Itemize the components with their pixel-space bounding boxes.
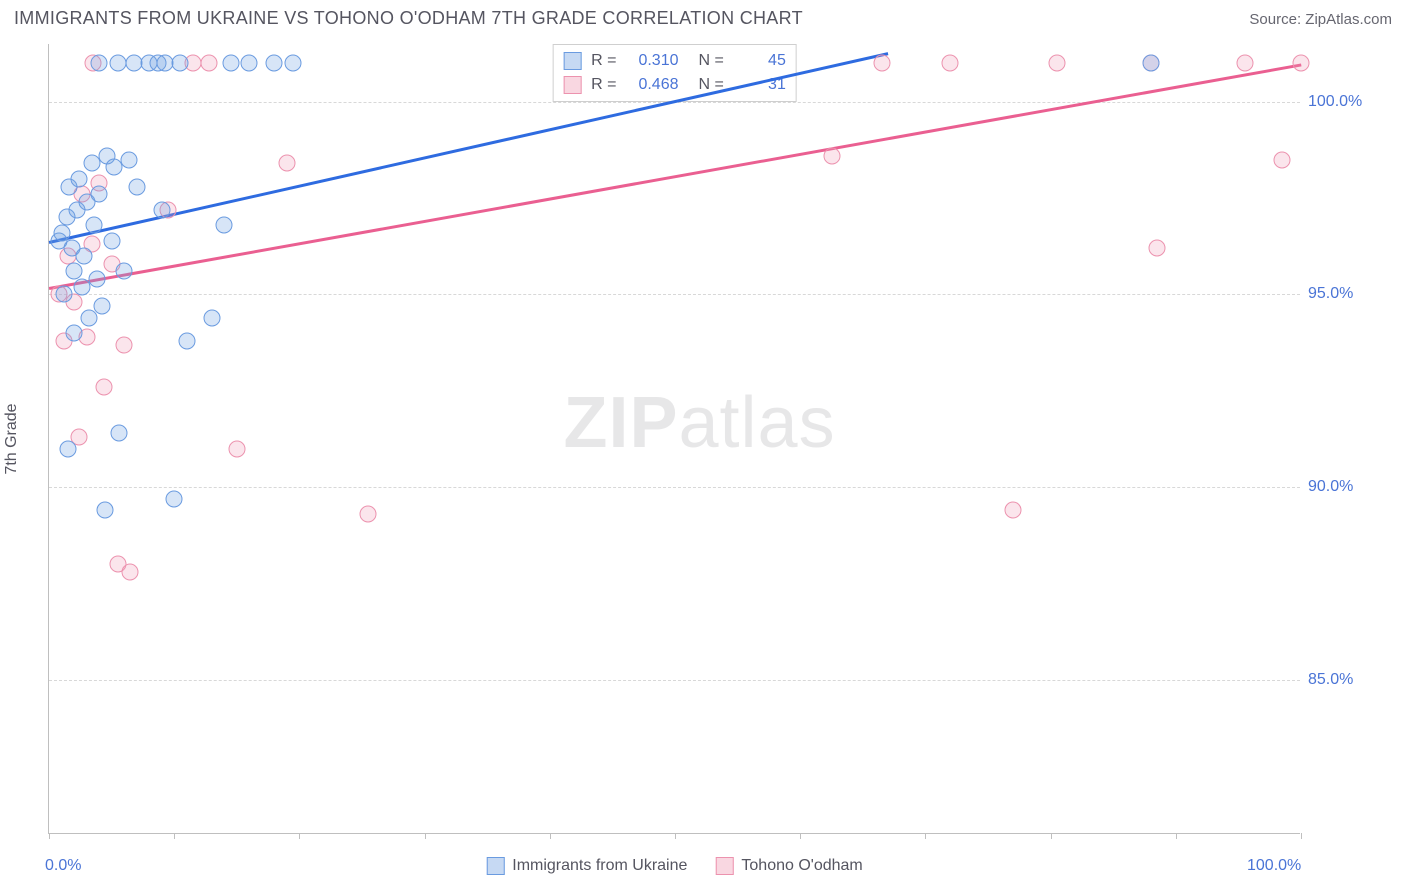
data-point-blue [178, 332, 195, 349]
y-tick-label: 100.0% [1308, 93, 1382, 111]
data-point-blue [109, 55, 126, 72]
x-tick [1051, 833, 1052, 839]
source-attribution: Source: ZipAtlas.com [1249, 11, 1392, 28]
legend-label-pink: Tohono O'odham [741, 857, 862, 875]
data-point-pink [1149, 240, 1166, 257]
r-value-blue: 0.310 [627, 52, 679, 70]
data-point-pink [201, 55, 218, 72]
x-tick [299, 833, 300, 839]
x-tick [49, 833, 50, 839]
data-point-blue [66, 325, 83, 342]
data-point-blue [116, 263, 133, 280]
y-tick-label: 95.0% [1308, 285, 1382, 303]
data-point-pink [823, 147, 840, 164]
r-label-blue: R = [591, 52, 616, 70]
data-point-blue [86, 217, 103, 234]
r-label-pink: R = [591, 76, 616, 94]
data-point-blue [88, 271, 105, 288]
data-point-blue [91, 55, 108, 72]
source-prefix: Source: [1249, 11, 1305, 28]
data-point-blue [285, 55, 302, 72]
swatch-blue-icon [563, 52, 581, 70]
x-tick [1301, 833, 1302, 839]
data-point-blue [76, 247, 93, 264]
data-point-blue [91, 186, 108, 203]
x-tick [1176, 833, 1177, 839]
swatch-blue-icon [486, 857, 504, 875]
data-point-blue [97, 502, 114, 519]
data-point-blue [203, 309, 220, 326]
x-tick-label: 100.0% [1247, 857, 1301, 875]
legend-stats: R = 0.310 N = 45 R = 0.468 N = 31 [552, 44, 797, 102]
n-value-blue: 45 [734, 52, 786, 70]
data-point-blue [166, 490, 183, 507]
y-tick-label: 90.0% [1308, 478, 1382, 496]
plot-wrap: 7th Grade ZIPatlas R = 0.310 N = 45 R = … [48, 44, 1388, 834]
x-tick [425, 833, 426, 839]
data-point-pink [942, 55, 959, 72]
data-point-blue [53, 224, 70, 241]
chart-title: IMMIGRANTS FROM UKRAINE VS TOHONO O'ODHA… [14, 8, 803, 29]
data-point-blue [1142, 55, 1159, 72]
data-point-blue [103, 232, 120, 249]
data-point-blue [241, 55, 258, 72]
data-point-pink [278, 155, 295, 172]
data-point-blue [59, 440, 76, 457]
data-point-blue [93, 298, 110, 315]
data-point-pink [1048, 55, 1065, 72]
data-point-blue [56, 286, 73, 303]
data-point-blue [128, 178, 145, 195]
legend-item-pink: Tohono O'odham [715, 857, 862, 875]
data-point-pink [873, 55, 890, 72]
x-tick [174, 833, 175, 839]
data-point-blue [266, 55, 283, 72]
gridline [49, 680, 1300, 681]
data-point-blue [71, 170, 88, 187]
data-point-blue [172, 55, 189, 72]
watermark-rest: atlas [678, 383, 835, 463]
data-point-blue [222, 55, 239, 72]
data-point-blue [121, 151, 138, 168]
data-point-pink [116, 336, 133, 353]
data-point-blue [153, 201, 170, 218]
x-tick [800, 833, 801, 839]
swatch-pink-icon [715, 857, 733, 875]
gridline [49, 294, 1300, 295]
source-name: ZipAtlas.com [1305, 11, 1392, 28]
data-point-blue [111, 425, 128, 442]
y-axis-label: 7th Grade [3, 403, 21, 474]
data-point-blue [216, 217, 233, 234]
data-point-pink [1005, 502, 1022, 519]
r-value-pink: 0.468 [627, 76, 679, 94]
data-point-pink [1293, 55, 1310, 72]
swatch-pink-icon [563, 76, 581, 94]
header: IMMIGRANTS FROM UKRAINE VS TOHONO O'ODHA… [0, 0, 1406, 33]
data-point-pink [96, 378, 113, 395]
data-point-pink [360, 506, 377, 523]
data-point-pink [122, 563, 139, 580]
watermark-bold: ZIP [563, 383, 678, 463]
plot-area: ZIPatlas R = 0.310 N = 45 R = 0.468 N = … [48, 44, 1300, 834]
n-label-blue: N = [699, 52, 724, 70]
legend-stats-row-blue: R = 0.310 N = 45 [563, 49, 786, 73]
x-tick [925, 833, 926, 839]
x-tick-label: 0.0% [45, 857, 81, 875]
data-point-pink [1236, 55, 1253, 72]
data-point-pink [1274, 151, 1291, 168]
watermark: ZIPatlas [563, 382, 835, 464]
y-tick-label: 85.0% [1308, 671, 1382, 689]
data-point-pink [228, 440, 245, 457]
legend-series: Immigrants from Ukraine Tohono O'odham [486, 857, 863, 875]
x-tick [675, 833, 676, 839]
x-tick [550, 833, 551, 839]
legend-item-blue: Immigrants from Ukraine [486, 857, 687, 875]
gridline [49, 487, 1300, 488]
legend-label-blue: Immigrants from Ukraine [512, 857, 687, 875]
